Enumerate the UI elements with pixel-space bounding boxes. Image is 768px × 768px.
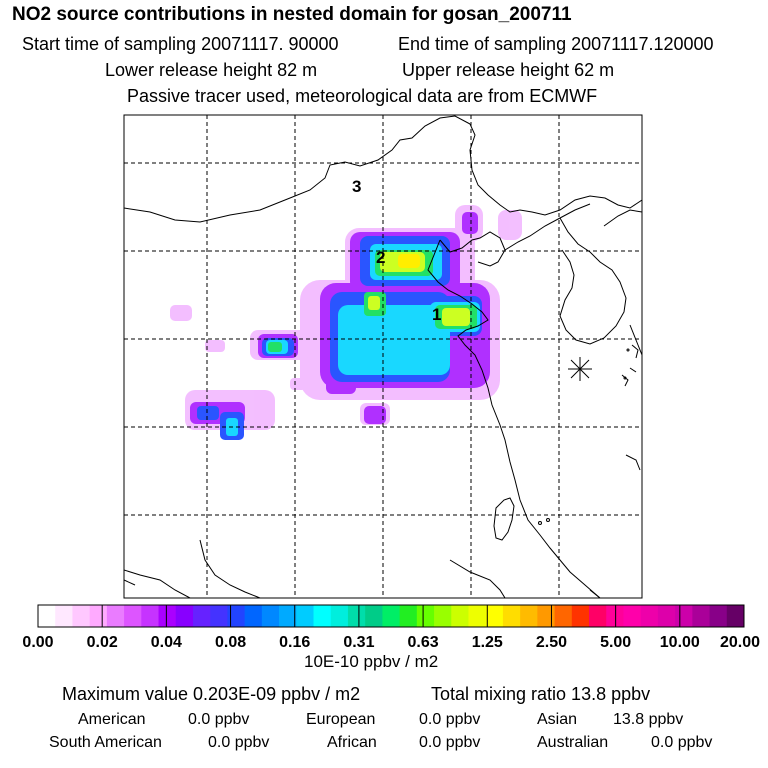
- maximum-value: Maximum value 0.203E-09 ppbv / m2: [62, 684, 361, 704]
- colorbar-cell: [313, 605, 332, 627]
- colorbar-cell: [399, 605, 418, 627]
- colorbar-cell: [571, 605, 590, 627]
- colorbar-cell: [210, 605, 228, 627]
- tracer-note: Passive tracer used, meteorological data…: [127, 86, 598, 106]
- colorbar-cell: [158, 605, 177, 627]
- receptor-star-icon: [568, 357, 592, 381]
- colorbar-cell: [726, 605, 745, 627]
- region-value-south-american: 0.0 ppbv: [208, 734, 270, 751]
- colorbar-cell: [675, 605, 693, 627]
- colorbar-cell: [468, 605, 487, 627]
- region-value-american: 0.0 ppbv: [188, 711, 250, 728]
- region-value-european: 0.0 ppbv: [419, 711, 481, 728]
- colorbar-cell: [537, 605, 556, 627]
- region-label-2: 2: [376, 248, 385, 267]
- colorbar-cell: [606, 605, 624, 627]
- colorbar-cell: [451, 605, 469, 627]
- colorbar-cell: [141, 605, 160, 627]
- colorbar-cell: [296, 605, 315, 627]
- colorbar-cell: [38, 605, 56, 627]
- colorbar-tick-label: 0.00: [22, 634, 53, 651]
- colorbar-cell: [106, 605, 125, 627]
- region-name-european: European: [306, 711, 376, 728]
- region-name-south-american: South American: [49, 734, 162, 751]
- colorbar-cell: [365, 605, 383, 627]
- colorbar-cell: [416, 605, 435, 627]
- region-name-asian: Asian: [537, 711, 578, 728]
- colorbar-unit: 10E-10 ppbv / m2: [304, 652, 439, 671]
- lower-release-height: Lower release height 82 m: [105, 60, 318, 80]
- colorbar-cell: [657, 605, 676, 627]
- region-label-1: 1: [432, 305, 441, 324]
- coastlines: [124, 115, 642, 598]
- colorbar-tick-label: 0.02: [87, 634, 118, 651]
- colorbar-tick-label: 0.16: [279, 634, 310, 651]
- colorbar-cell: [692, 605, 711, 627]
- upper-release-height: Upper release height 62 m: [402, 60, 615, 80]
- colorbar-cell: [124, 605, 142, 627]
- region-value-asian: 13.8 ppbv: [613, 711, 684, 728]
- colorbar-cell: [55, 605, 73, 627]
- colorbar-tick-label: 0.63: [408, 634, 439, 651]
- colorbar-tick-label: 1.25: [472, 634, 503, 651]
- colorbar-cell: [640, 605, 659, 627]
- colorbar-cell: [485, 605, 504, 627]
- colorbar-cell: [261, 605, 280, 627]
- colorbar-cell: [382, 605, 401, 627]
- colorbar-cell: [227, 605, 246, 627]
- colorbar-tick-label: 2.50: [536, 634, 567, 651]
- colorbar-cell: [347, 605, 366, 627]
- colorbar-tick-label: 5.00: [600, 634, 631, 651]
- colorbar-tick-label: 20.00: [720, 634, 760, 651]
- end-sampling-time: End time of sampling 20071117.120000: [398, 34, 714, 54]
- colorbar-cell: [623, 605, 642, 627]
- colorbar-cell: [72, 605, 91, 627]
- region-value-african: 0.0 ppbv: [419, 734, 481, 751]
- colorbar-cell: [709, 605, 728, 627]
- total-mixing-ratio: Total mixing ratio 13.8 ppbv: [431, 684, 651, 704]
- colorbar-tick-label: 10.00: [660, 634, 700, 651]
- region-name-african: African: [327, 734, 377, 751]
- region-value-australian: 0.0 ppbv: [651, 734, 713, 751]
- colorbar-cell: [554, 605, 573, 627]
- colorbar-cell: [175, 605, 194, 627]
- colorbar-tick-label: 0.08: [215, 634, 246, 651]
- colorbar-cell: [502, 605, 521, 627]
- colorbar-tick-label: 0.31: [343, 634, 374, 651]
- colorbar-cell: [279, 605, 297, 627]
- colorbar-cell: [89, 605, 108, 627]
- region-label-3: 3: [352, 177, 361, 196]
- colorbar-cell: [244, 605, 263, 627]
- region-name-australian: Australian: [537, 734, 609, 751]
- colorbar-cell: [589, 605, 607, 627]
- colorbar-cell: [192, 605, 211, 627]
- map-frame: [123, 114, 643, 599]
- colorbar-cell: [434, 605, 452, 627]
- region-name-american: American: [78, 711, 146, 728]
- colorbar-tick-label: 0.04: [151, 634, 182, 651]
- page-title: NO2 source contributions in nested domai…: [12, 4, 572, 25]
- colorbar-cell: [330, 605, 349, 627]
- start-sampling-time: Start time of sampling 20071117. 90000: [22, 34, 339, 54]
- colorbar-cell: [520, 605, 538, 627]
